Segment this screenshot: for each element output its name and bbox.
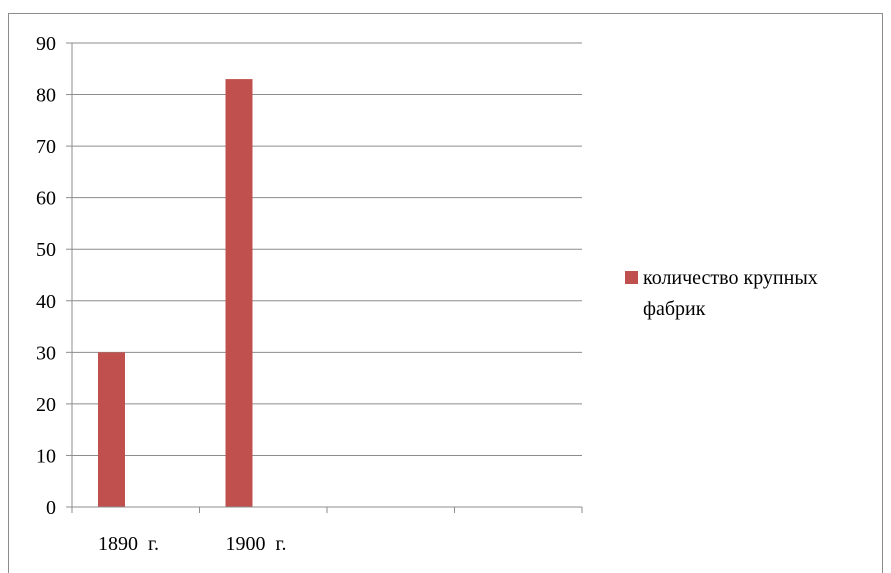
bar-2 xyxy=(225,79,253,507)
axes xyxy=(71,43,582,508)
gridlines xyxy=(72,42,582,456)
y-tick-label-0: 0 xyxy=(46,497,56,519)
y-tick-label-50: 50 xyxy=(36,239,56,261)
y-tick-label-80: 80 xyxy=(36,85,56,107)
bar-series xyxy=(98,79,253,507)
y-tick-label-20: 20 xyxy=(36,394,56,416)
bar-1 xyxy=(98,352,125,507)
x-tick-label-2: 1900 г. xyxy=(226,533,287,555)
x-tick-label-1: 1890 г. xyxy=(98,533,159,555)
legend-label-line-2: фабрик xyxy=(643,298,706,320)
y-tick-label-70: 70 xyxy=(36,136,56,158)
y-tick-label-60: 60 xyxy=(36,188,56,210)
legend: количество крупных фабрик xyxy=(625,267,818,320)
y-tick-label-10: 10 xyxy=(36,445,56,467)
y-tick-label-40: 40 xyxy=(36,291,56,313)
legend-swatch xyxy=(625,271,638,284)
x-axis-tick-labels: 1890 г. 1900 г. xyxy=(71,507,583,555)
y-tick-label-30: 30 xyxy=(36,342,56,364)
y-tick-label-90: 90 xyxy=(36,33,56,55)
chart-frame xyxy=(8,13,883,573)
y-axis-tick-labels: 0 10 20 30 40 50 60 70 80 90 xyxy=(36,33,72,519)
legend-label-line-1: количество крупных xyxy=(643,267,818,289)
